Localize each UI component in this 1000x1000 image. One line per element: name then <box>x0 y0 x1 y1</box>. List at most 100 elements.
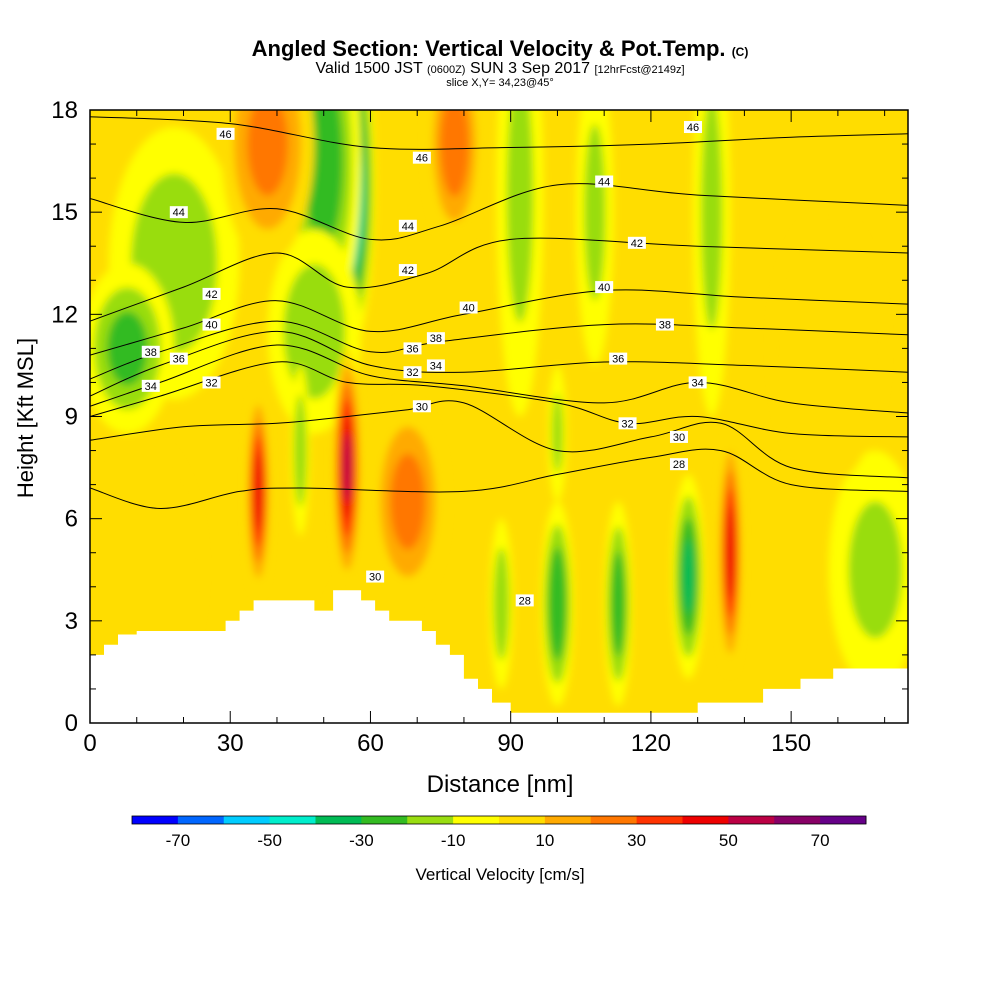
forecast-tag: [12hrFcst@2149z] <box>594 64 685 76</box>
colorbar-tick-label: 10 <box>535 831 554 850</box>
colorbar-swatch <box>590 816 638 824</box>
isentrope-label: 30 <box>669 430 688 444</box>
isentrope-label: 44 <box>595 175 614 189</box>
velocity-cell-12-band <box>848 501 903 639</box>
isentrope-label-text: 34 <box>430 360 442 372</box>
isentrope-label: 38 <box>141 345 160 359</box>
velocity-cell-8-band <box>548 547 567 661</box>
isentrope-label-box <box>169 352 188 365</box>
x-axis-label: Distance [nm] <box>427 771 574 798</box>
y-tick-label: 3 <box>65 608 78 635</box>
x-tick-label: 150 <box>771 730 811 757</box>
isentrope-46 <box>90 116 908 150</box>
isentrope-label-text: 32 <box>406 367 418 379</box>
colorbar-tick-label: -70 <box>166 831 191 850</box>
isentropes <box>90 116 908 510</box>
isentrope-28 <box>90 448 908 510</box>
colorbar-swatch <box>269 816 316 824</box>
velocity-cell-19-band <box>247 110 288 196</box>
colorbar-swatch <box>407 816 454 824</box>
y-tick-label: 15 <box>51 199 78 226</box>
valid-time-line: Valid 1500 JST (0600Z) SUN 3 Sep 2017 [1… <box>0 60 1000 78</box>
isentrope-label: 30 <box>412 400 431 413</box>
colorbar-label: Vertical Velocity [cm/s] <box>415 865 584 884</box>
velocity-cell-11-band <box>493 547 510 660</box>
isentrope-label-box <box>403 366 422 379</box>
isentrope-label: 36 <box>609 352 628 366</box>
colorbar-tick-label: 30 <box>627 831 646 850</box>
velocity-cell-4-band <box>107 311 148 386</box>
isentrope-44 <box>90 183 908 241</box>
y-axis-label: Height [Kft MSL] <box>13 338 38 498</box>
colorbar-tick-label: 50 <box>719 831 738 850</box>
isentrope-label: 34 <box>141 379 160 393</box>
isentrope-label: 46 <box>412 151 431 165</box>
colorbar-swatch <box>177 816 225 824</box>
isentrope-label-box <box>398 219 417 232</box>
colorbar-swatch <box>132 816 179 824</box>
isentrope-label-box <box>216 127 235 140</box>
isentrope-label-text: 42 <box>402 265 414 277</box>
isentrope-label: 46 <box>216 127 235 141</box>
isentrope-label-box <box>688 376 707 389</box>
isentrope-label-text: 42 <box>205 289 217 301</box>
y-tick-label: 9 <box>65 404 78 431</box>
terrain <box>90 590 908 723</box>
isentrope-label-text: 28 <box>519 595 531 607</box>
isentrope-label-text: 32 <box>621 418 633 430</box>
colorbar-swatch <box>544 816 592 824</box>
isentrope-label-box <box>459 301 478 314</box>
velocity-cell-6-band <box>584 124 606 301</box>
isentrope-label-text: 46 <box>687 122 699 134</box>
colorbar: -70 -50 -30 -10 10 30 50 70 <box>131 815 867 850</box>
isentrope-label: 38 <box>655 318 674 332</box>
isentrope-label-text: 36 <box>406 343 418 355</box>
isentrope-label-text: 40 <box>205 320 217 332</box>
isentrope-label-box <box>655 318 674 331</box>
isentrope-label-box <box>683 121 702 134</box>
y-tick-label: 0 <box>65 710 78 737</box>
isentrope-label-box <box>609 352 628 365</box>
isentrope-label-text: 44 <box>402 221 414 233</box>
isentrope-label-text: 38 <box>145 347 157 359</box>
x-tick-label: 30 <box>217 730 244 757</box>
isentrope-label: 32 <box>202 376 221 389</box>
isentrope-labels: 46 46 46 44 44 44 42 42 42 40 40 40 38 38 38 36 36 36 34 34… <box>141 121 707 607</box>
colorbar-swatch <box>820 816 867 824</box>
isentrope-label-box <box>627 236 646 249</box>
isentrope-label: 46 <box>683 121 702 134</box>
velocity-cell-9-band <box>610 551 626 657</box>
y-tick-label: 12 <box>51 301 78 328</box>
isentrope-label-text: 38 <box>430 333 442 345</box>
isentrope-label-box <box>398 264 417 277</box>
isentrope-label-box <box>412 151 431 164</box>
isentrope-label: 36 <box>403 342 422 355</box>
colorbar-tick-label: -50 <box>257 831 282 850</box>
isentrope-34 <box>90 344 908 414</box>
velocity-cell-13-band <box>294 394 307 507</box>
isentrope-label-box <box>169 206 188 219</box>
isentrope-label-box <box>515 594 534 607</box>
isentrope-label-box <box>202 287 221 300</box>
valid-date: SUN 3 Sep 2017 <box>469 60 591 77</box>
velocity-cell-10-band <box>682 539 695 614</box>
isentrope-label-box <box>403 342 422 355</box>
velocity-cell-2-band <box>283 263 346 399</box>
isentrope-label-text: 32 <box>205 377 217 389</box>
velocity-cell-15-band <box>253 452 263 531</box>
isentrope-38 <box>90 320 908 380</box>
x-tick-label: 90 <box>497 730 524 757</box>
isentrope-label: 36 <box>169 352 188 366</box>
velocity-cell-17-band <box>390 453 426 550</box>
isentrope-label: 28 <box>515 594 534 607</box>
y-tick-label: 18 <box>51 97 78 124</box>
slice-info: slice X,Y= 34,23@45° <box>446 77 554 89</box>
isentrope-label-text: 36 <box>612 354 624 366</box>
velocity-cell-18-band <box>725 507 735 599</box>
isentrope-label: 30 <box>366 570 385 584</box>
colorbar-swatch <box>361 816 408 824</box>
colorbar-swatch <box>315 816 362 824</box>
colorbar-swatch <box>223 816 271 824</box>
colorbar-swatch <box>682 816 729 824</box>
isentrope-label-box <box>426 359 445 372</box>
